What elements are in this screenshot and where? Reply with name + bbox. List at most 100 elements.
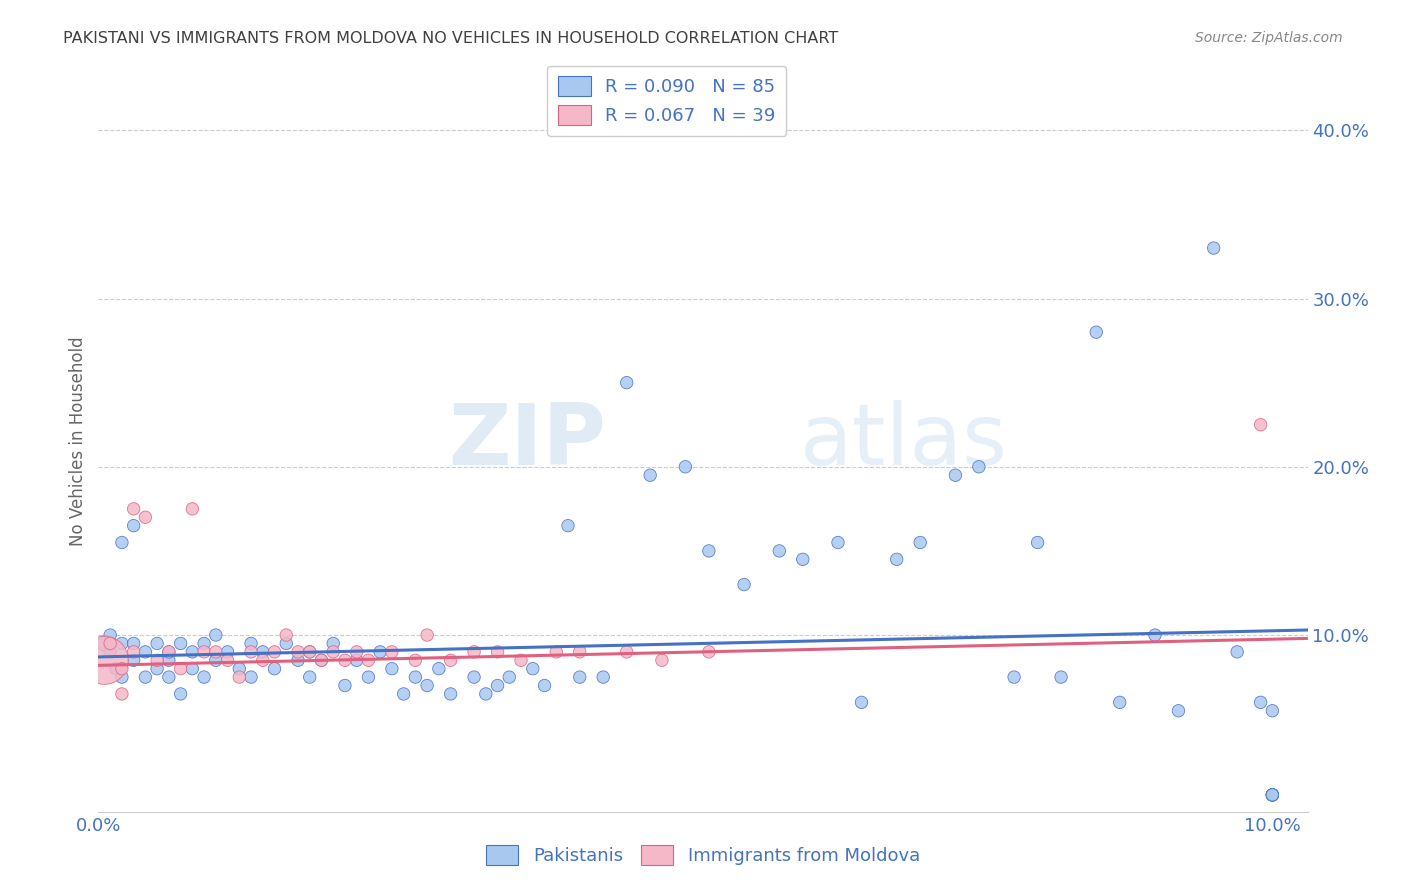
Point <box>638 468 661 483</box>
Point <box>122 653 145 667</box>
Point <box>287 645 309 659</box>
Point <box>204 653 226 667</box>
Point <box>568 670 591 684</box>
Point <box>204 628 226 642</box>
Point <box>169 636 191 650</box>
Point <box>146 662 169 676</box>
Point <box>510 653 533 667</box>
Point <box>93 636 115 650</box>
Point <box>228 670 250 684</box>
Point <box>697 544 720 558</box>
Point <box>1143 628 1166 642</box>
Point <box>98 645 121 659</box>
Point <box>252 653 274 667</box>
Point <box>475 687 498 701</box>
Point <box>404 653 426 667</box>
Point <box>111 662 134 676</box>
Point <box>908 535 931 549</box>
Point <box>557 518 579 533</box>
Point <box>157 670 180 684</box>
Point <box>240 636 263 650</box>
Point <box>1050 670 1073 684</box>
Point <box>886 552 908 566</box>
Point <box>111 687 134 701</box>
Text: Source: ZipAtlas.com: Source: ZipAtlas.com <box>1195 31 1343 45</box>
Point <box>181 645 204 659</box>
Point <box>333 653 356 667</box>
Point <box>311 653 333 667</box>
Point <box>357 653 380 667</box>
Point <box>181 501 204 516</box>
Point <box>416 679 439 693</box>
Point <box>322 645 344 659</box>
Point <box>98 628 121 642</box>
Point <box>181 662 204 676</box>
Point <box>146 653 169 667</box>
Point <box>568 645 591 659</box>
Point <box>122 645 145 659</box>
Point <box>697 645 720 659</box>
Legend: Pakistanis, Immigrants from Moldova: Pakistanis, Immigrants from Moldova <box>478 838 928 872</box>
Point <box>111 670 134 684</box>
Point <box>346 645 368 659</box>
Point <box>193 636 215 650</box>
Point <box>945 468 967 483</box>
Point <box>276 628 298 642</box>
Point <box>134 670 156 684</box>
Point <box>1261 788 1284 802</box>
Point <box>1108 695 1130 709</box>
Point <box>522 662 544 676</box>
Point <box>298 645 321 659</box>
Point <box>1085 325 1108 339</box>
Point <box>263 662 285 676</box>
Point <box>1167 704 1189 718</box>
Point <box>768 544 790 558</box>
Point <box>193 645 215 659</box>
Point <box>111 636 134 650</box>
Point <box>486 679 509 693</box>
Point <box>157 645 180 659</box>
Point <box>98 636 121 650</box>
Point <box>1250 417 1272 432</box>
Point <box>134 645 156 659</box>
Point <box>157 653 180 667</box>
Point <box>592 670 614 684</box>
Point <box>240 670 263 684</box>
Point <box>546 645 568 659</box>
Point <box>217 645 239 659</box>
Point <box>287 653 309 667</box>
Point <box>416 628 439 642</box>
Point <box>427 662 450 676</box>
Point <box>827 535 849 549</box>
Point <box>276 636 298 650</box>
Point <box>967 459 990 474</box>
Point <box>169 687 191 701</box>
Point <box>463 645 485 659</box>
Point <box>1202 241 1225 255</box>
Point <box>122 518 145 533</box>
Point <box>169 662 191 676</box>
Point <box>381 645 404 659</box>
Point <box>616 645 638 659</box>
Legend: R = 0.090   N = 85, R = 0.067   N = 39: R = 0.090 N = 85, R = 0.067 N = 39 <box>547 66 786 136</box>
Point <box>333 679 356 693</box>
Point <box>463 670 485 684</box>
Point <box>368 645 391 659</box>
Point <box>498 670 520 684</box>
Point <box>851 695 873 709</box>
Point <box>381 662 404 676</box>
Point <box>1261 788 1284 802</box>
Point <box>533 679 555 693</box>
Point <box>311 653 333 667</box>
Point <box>1261 788 1284 802</box>
Text: atlas: atlas <box>800 400 1008 483</box>
Point <box>240 645 263 659</box>
Y-axis label: No Vehicles in Household: No Vehicles in Household <box>69 336 87 547</box>
Point <box>346 653 368 667</box>
Point <box>733 577 755 591</box>
Point <box>122 501 145 516</box>
Point <box>486 645 509 659</box>
Point <box>217 653 239 667</box>
Point <box>252 645 274 659</box>
Point <box>146 636 169 650</box>
